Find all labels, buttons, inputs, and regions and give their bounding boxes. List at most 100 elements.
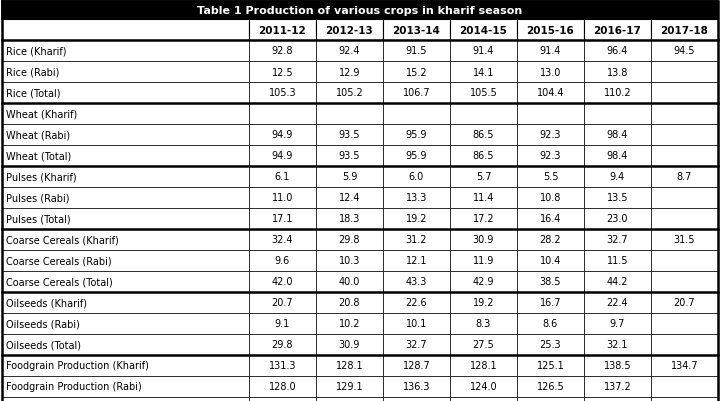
Text: 32.7: 32.7	[607, 235, 629, 245]
Bar	[651, 292, 718, 313]
Bar	[249, 166, 316, 188]
Bar	[584, 41, 651, 62]
Bar	[651, 125, 718, 146]
Text: 15.2: 15.2	[405, 67, 427, 77]
Text: 13.3: 13.3	[406, 193, 427, 203]
Bar	[2, 41, 249, 62]
Text: 12.9: 12.9	[338, 67, 360, 77]
Bar	[2, 292, 249, 313]
Text: 42.0: 42.0	[271, 277, 293, 287]
Text: Foodgrain Production (Kharif): Foodgrain Production (Kharif)	[6, 360, 149, 371]
Text: Pulses (Kharif): Pulses (Kharif)	[6, 172, 76, 182]
Bar	[450, 313, 517, 334]
Text: 12.4: 12.4	[338, 193, 360, 203]
Text: 91.4: 91.4	[473, 47, 494, 57]
Text: Wheat (Total): Wheat (Total)	[6, 151, 71, 161]
Bar	[316, 83, 383, 104]
Bar	[651, 62, 718, 83]
Bar	[450, 188, 517, 209]
Bar	[651, 41, 718, 62]
Text: 8.3: 8.3	[476, 319, 491, 329]
Bar	[249, 20, 316, 41]
Text: 11.5: 11.5	[607, 256, 629, 266]
Bar	[2, 397, 249, 401]
Bar	[2, 209, 249, 229]
Text: 8.6: 8.6	[543, 319, 558, 329]
Text: 10.8: 10.8	[540, 193, 561, 203]
Text: 14.1: 14.1	[473, 67, 494, 77]
Text: 6.0: 6.0	[409, 172, 424, 182]
Text: 105.3: 105.3	[269, 88, 297, 98]
Bar	[651, 313, 718, 334]
Text: 126.5: 126.5	[536, 381, 564, 391]
Bar	[316, 334, 383, 355]
Text: 5.7: 5.7	[476, 172, 491, 182]
Bar	[2, 334, 249, 355]
Bar	[450, 146, 517, 166]
Bar	[249, 229, 316, 250]
Text: 13.5: 13.5	[607, 193, 629, 203]
Bar	[517, 250, 584, 271]
Text: 25.3: 25.3	[540, 340, 562, 350]
Text: 92.3: 92.3	[540, 151, 562, 161]
Bar	[2, 188, 249, 209]
Text: 40.0: 40.0	[339, 277, 360, 287]
Bar	[450, 20, 517, 41]
Bar	[249, 125, 316, 146]
Text: Coarse Cereals (Total): Coarse Cereals (Total)	[6, 277, 113, 287]
Text: Wheat (Rabi): Wheat (Rabi)	[6, 130, 70, 140]
Bar	[517, 355, 584, 376]
Bar	[651, 229, 718, 250]
Text: 106.7: 106.7	[402, 88, 431, 98]
Bar	[517, 166, 584, 188]
Bar	[316, 292, 383, 313]
Text: Oilseeds (Kharif): Oilseeds (Kharif)	[6, 298, 87, 308]
Bar	[316, 376, 383, 397]
Text: 2013-14: 2013-14	[392, 25, 441, 35]
Bar	[316, 62, 383, 83]
Bar	[316, 229, 383, 250]
Bar	[249, 209, 316, 229]
Bar	[2, 104, 249, 125]
Text: Rice (Rabi): Rice (Rabi)	[6, 67, 59, 77]
Text: 5.5: 5.5	[543, 172, 558, 182]
Bar	[450, 104, 517, 125]
Bar	[517, 209, 584, 229]
Text: 92.3: 92.3	[540, 130, 562, 140]
Bar	[249, 376, 316, 397]
Bar	[651, 20, 718, 41]
Text: 42.9: 42.9	[473, 277, 494, 287]
Text: 11.9: 11.9	[473, 256, 494, 266]
Bar	[249, 83, 316, 104]
Text: 95.9: 95.9	[406, 151, 427, 161]
Text: 2017-18: 2017-18	[660, 25, 708, 35]
Bar	[249, 313, 316, 334]
Bar	[383, 334, 450, 355]
Bar	[2, 166, 249, 188]
Text: 32.4: 32.4	[271, 235, 293, 245]
Bar	[450, 376, 517, 397]
Bar	[450, 209, 517, 229]
Text: 28.2: 28.2	[540, 235, 562, 245]
Text: 10.3: 10.3	[339, 256, 360, 266]
Bar	[2, 125, 249, 146]
Text: 128.1: 128.1	[336, 360, 364, 371]
Bar	[383, 292, 450, 313]
Text: Oilseeds (Rabi): Oilseeds (Rabi)	[6, 319, 80, 329]
Bar	[584, 271, 651, 292]
Bar	[450, 41, 517, 62]
Bar	[651, 376, 718, 397]
Text: 30.9: 30.9	[473, 235, 494, 245]
Bar	[517, 41, 584, 62]
Text: Rice (Total): Rice (Total)	[6, 88, 60, 98]
Text: 32.1: 32.1	[607, 340, 629, 350]
Bar	[584, 104, 651, 125]
Text: 2011-12: 2011-12	[258, 25, 307, 35]
Bar	[651, 250, 718, 271]
Text: 20.7: 20.7	[674, 298, 696, 308]
Text: 12.1: 12.1	[406, 256, 427, 266]
Bar	[249, 250, 316, 271]
Text: 5.9: 5.9	[342, 172, 357, 182]
Bar	[2, 271, 249, 292]
Text: 13.0: 13.0	[540, 67, 561, 77]
